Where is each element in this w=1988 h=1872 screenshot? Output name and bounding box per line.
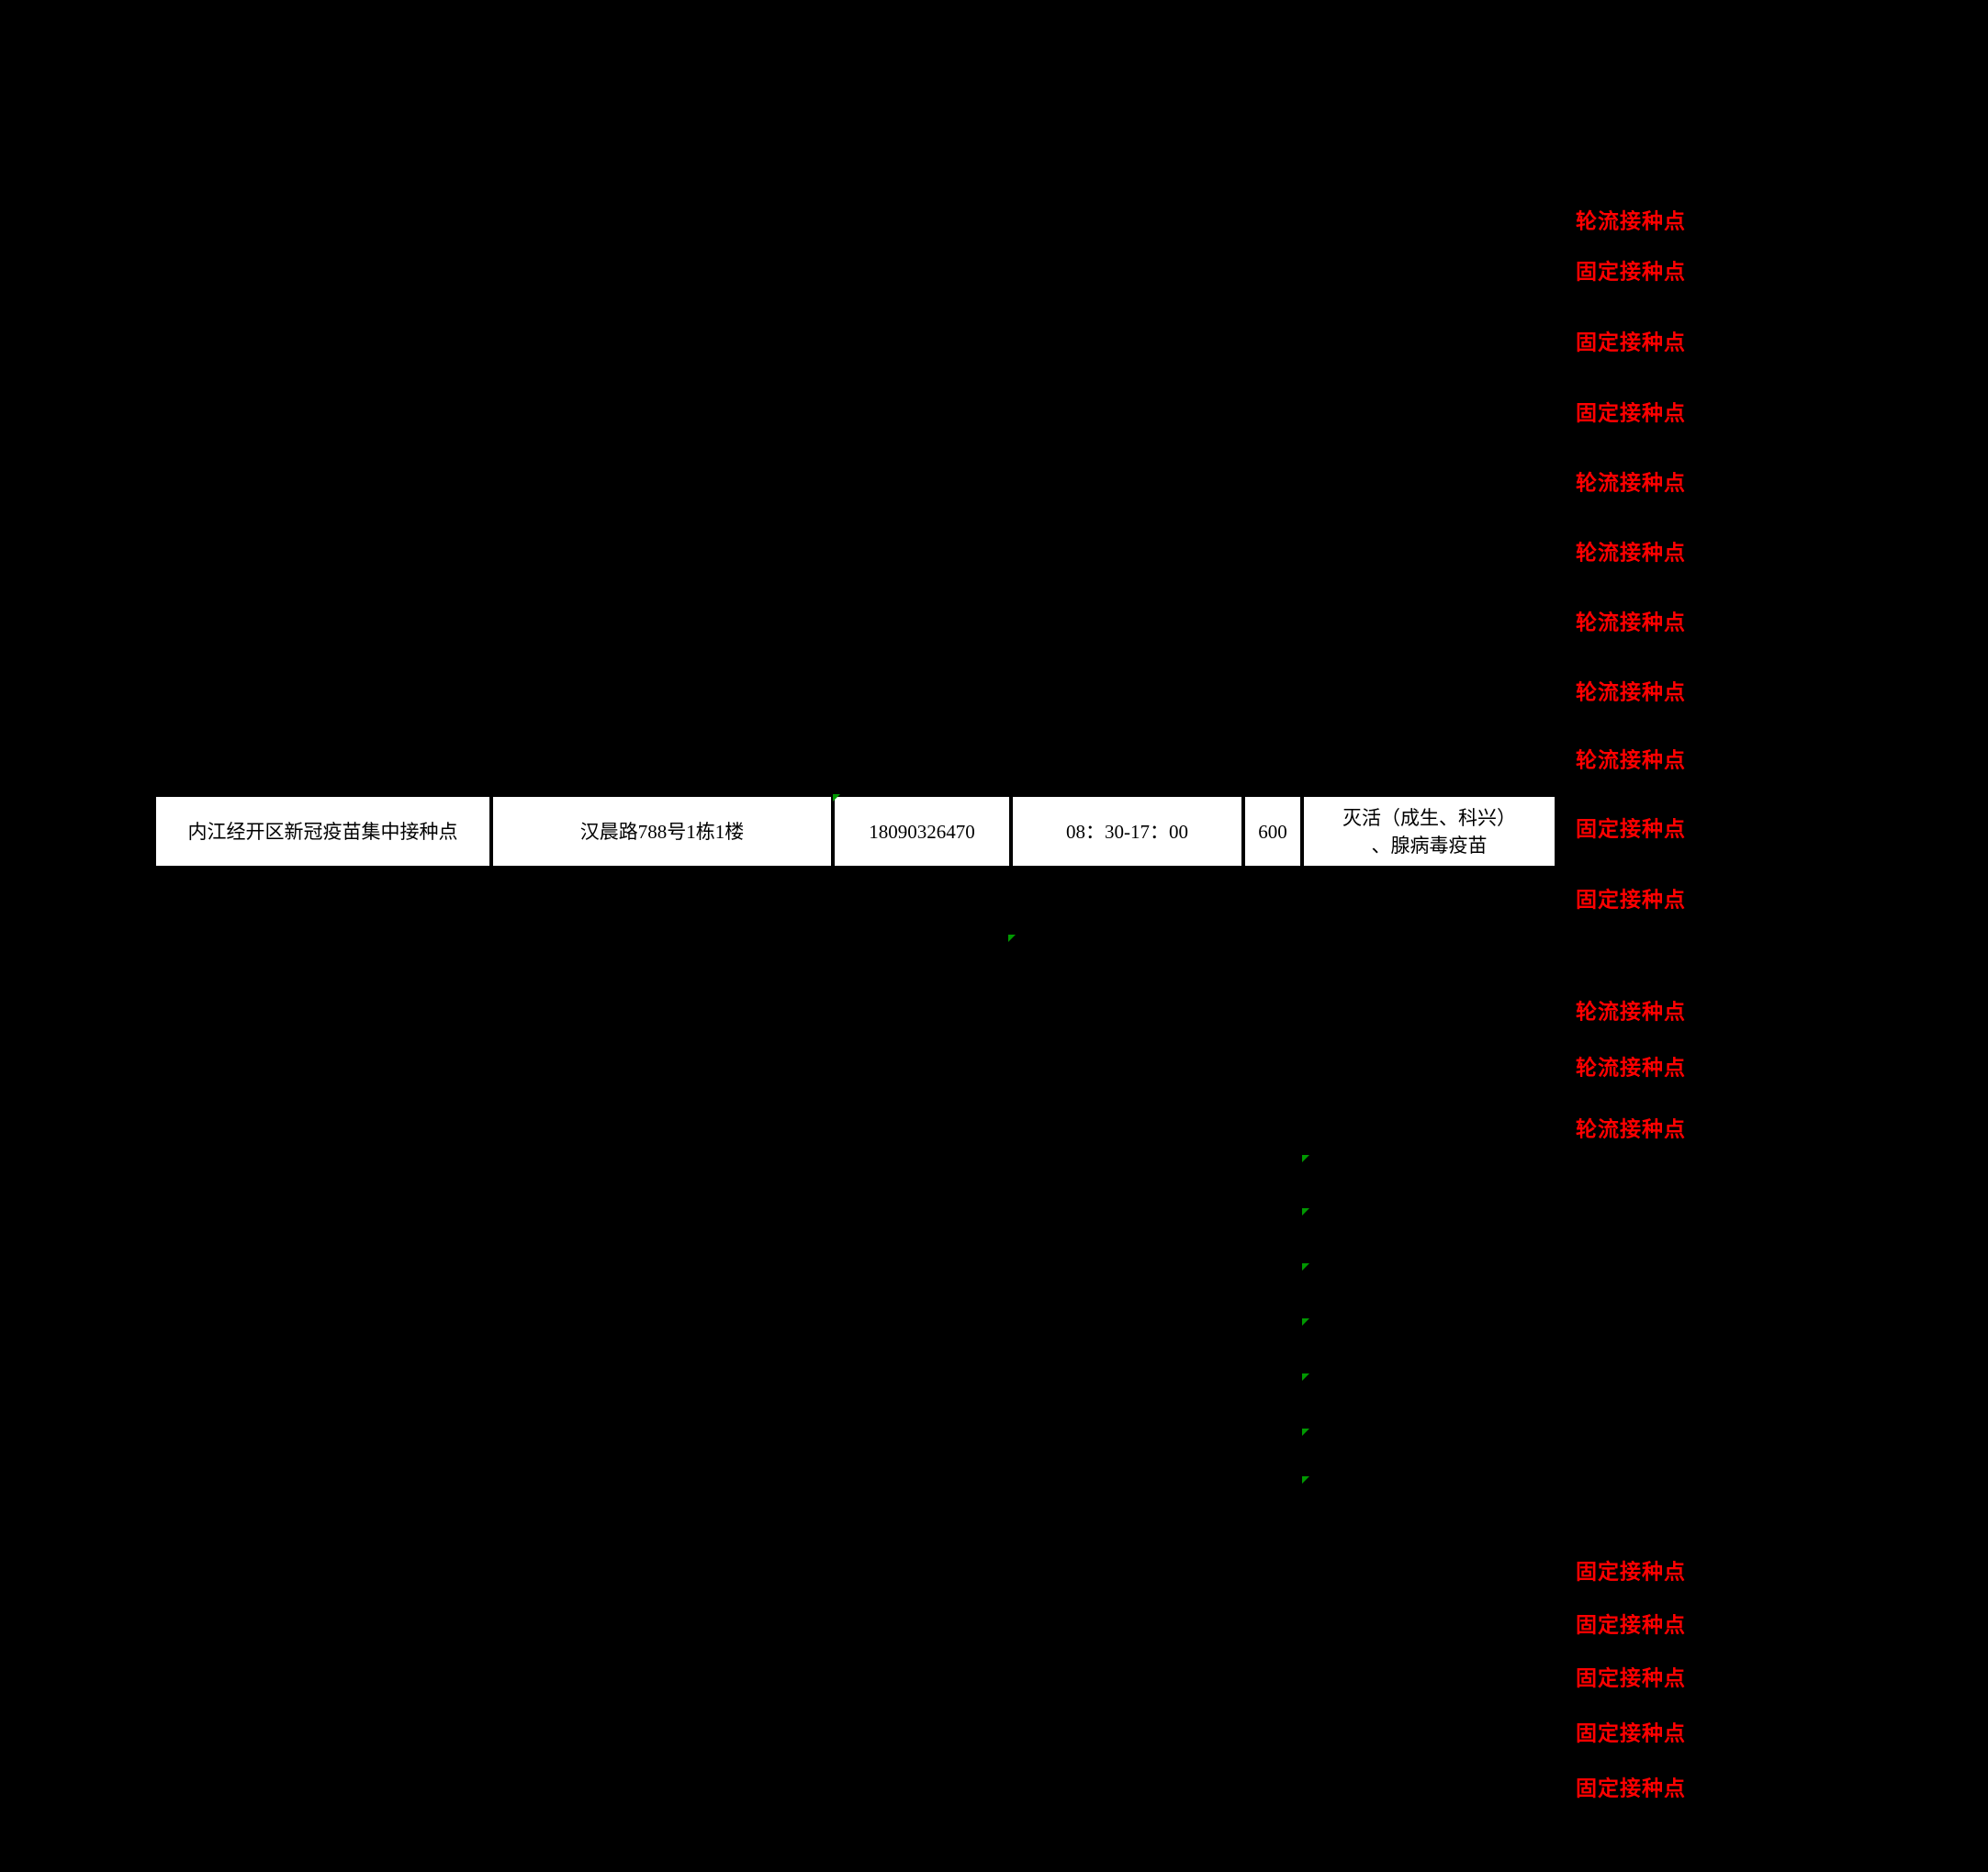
type-label[interactable]: 固定接种点 [1576,1777,1686,1800]
type-label[interactable]: 固定接种点 [1576,401,1686,425]
green-corner-marker-icon [833,794,840,801]
green-corner-marker-icon [1302,1318,1309,1326]
vaccine-type-cell[interactable]: 灭活（成生、科兴） 、腺病毒疫苗 [1304,797,1555,866]
address-cell[interactable]: 汉晨路788号1栋1楼 [493,797,831,866]
phone-cell[interactable]: 18090326470 [835,797,1009,866]
type-label[interactable]: 轮流接种点 [1576,209,1686,233]
site-name-text: 内江经开区新冠疫苗集中接种点 [187,820,458,843]
green-corner-marker-icon [1302,1476,1309,1484]
vaccine-type-line1: 灭活（成生、科兴） [1342,806,1516,829]
phone-text: 18090326470 [869,820,975,843]
capacity-cell[interactable]: 600 [1245,797,1300,866]
capacity-text: 600 [1258,820,1287,843]
type-label[interactable]: 轮流接种点 [1576,680,1686,704]
type-label[interactable]: 固定接种点 [1576,1721,1686,1745]
type-label[interactable]: 固定接种点 [1576,1666,1686,1690]
hours-cell[interactable]: 08：30-17：00 [1013,797,1241,866]
type-label[interactable]: 轮流接种点 [1576,1117,1686,1141]
site-name-cell[interactable]: 内江经开区新冠疫苗集中接种点 [156,797,489,866]
hours-text: 08：30-17：00 [1066,820,1188,843]
type-label[interactable]: 轮流接种点 [1576,471,1686,495]
green-corner-marker-icon [1302,1208,1309,1216]
green-corner-marker-icon [1302,1263,1309,1271]
green-corner-marker-icon [1302,1155,1309,1162]
type-label[interactable]: 固定接种点 [1576,1613,1686,1637]
type-label[interactable]: 固定接种点 [1576,331,1686,354]
address-text: 汉晨路788号1栋1楼 [579,820,745,843]
type-label[interactable]: 轮流接种点 [1576,1000,1686,1024]
green-corner-marker-icon [1302,1429,1309,1436]
type-label[interactable]: 轮流接种点 [1576,541,1686,565]
vaccination-site-row: 内江经开区新冠疫苗集中接种点 汉晨路788号1栋1楼 18090326470 0… [156,797,1555,866]
type-label[interactable]: 轮流接种点 [1576,748,1686,772]
type-label[interactable]: 固定接种点 [1576,260,1686,284]
green-corner-marker-icon [1008,935,1016,942]
type-label[interactable]: 轮流接种点 [1576,611,1686,634]
green-corner-marker-icon [1302,1373,1309,1381]
type-label[interactable]: 固定接种点 [1576,1560,1686,1584]
type-label[interactable]: 轮流接种点 [1576,1056,1686,1080]
vaccine-type-line2: 、腺病毒疫苗 [1371,834,1488,857]
type-label[interactable]: 固定接种点 [1576,817,1686,841]
type-label[interactable]: 固定接种点 [1576,888,1686,912]
